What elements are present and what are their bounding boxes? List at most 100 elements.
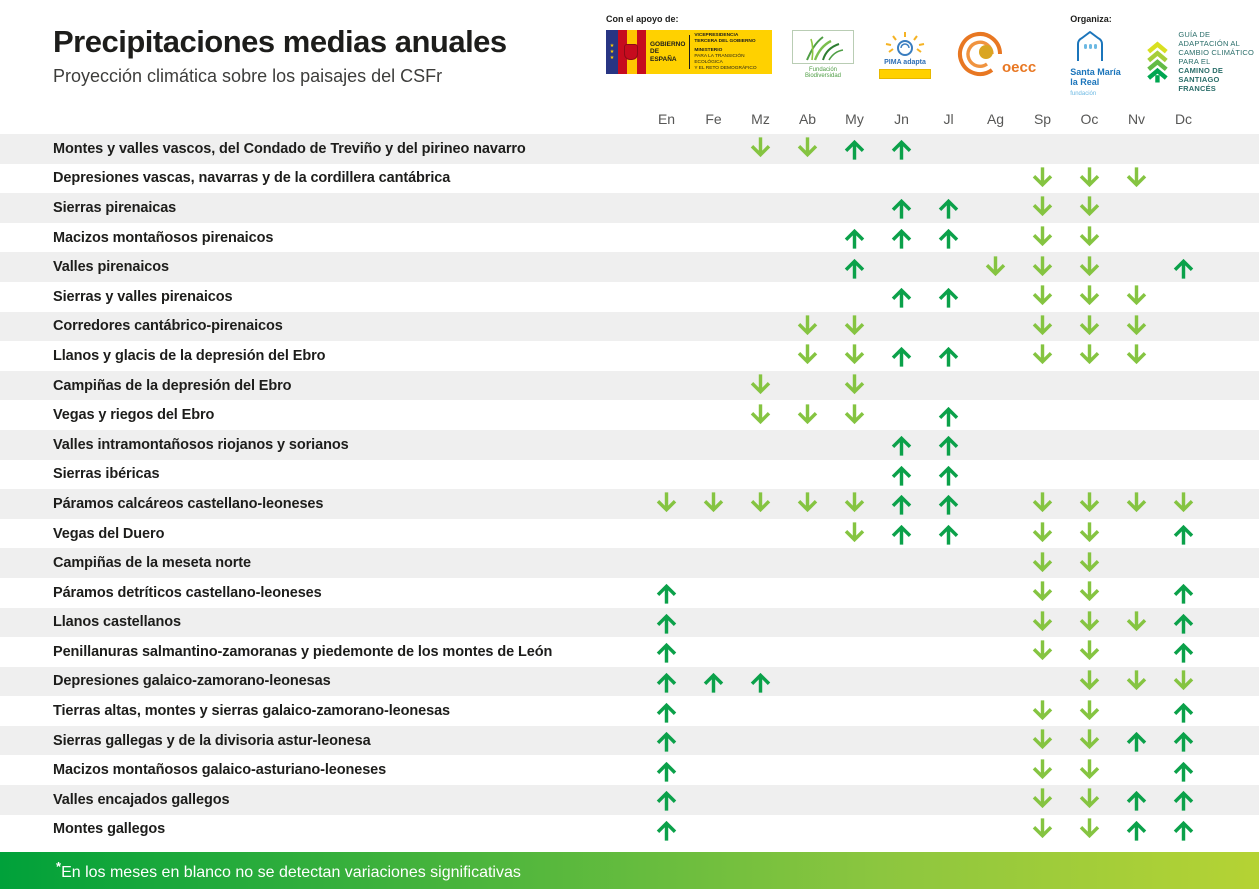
empty-cell [1160, 193, 1207, 223]
empty-cell [784, 755, 831, 785]
empty-cell [784, 815, 831, 845]
empty-cell [784, 726, 831, 756]
row-label: Sierras pirenaicas [53, 199, 177, 216]
empty-cell [925, 785, 972, 815]
empty-cell [925, 252, 972, 282]
arrow-down-icon [1066, 637, 1113, 667]
empty-cell [690, 519, 737, 549]
empty-cell [737, 460, 784, 490]
arrow-down-icon [784, 312, 831, 342]
arrow-up-icon [643, 637, 690, 667]
arrow-down-icon [1066, 608, 1113, 638]
empty-cell [1113, 252, 1160, 282]
arrow-down-icon [1019, 815, 1066, 845]
empty-cell [972, 755, 1019, 785]
month-header-Dc: Dc [1174, 110, 1193, 127]
empty-cell [831, 815, 878, 845]
arrow-up-icon [925, 282, 972, 312]
arrow-down-icon [1066, 696, 1113, 726]
empty-cell [784, 667, 831, 697]
arrow-up-icon [1160, 578, 1207, 608]
spain-flag-icon: ★ ★ ★ [606, 30, 646, 74]
empty-cell [972, 548, 1019, 578]
empty-cell [1160, 460, 1207, 490]
church-building-icon [1077, 31, 1104, 61]
arrow-up-icon [925, 430, 972, 460]
empty-cell [1019, 460, 1066, 490]
smr-name: Santa María la Real fundación [1070, 67, 1121, 97]
empty-cell [690, 371, 737, 401]
gobierno-title: GOBIERNO DE ESPAÑA [650, 40, 686, 63]
table-row: Corredores cantábrico-pirenaicos [0, 311, 1259, 342]
month-header-row: En Fe Mz Ab My Jn Jl Ag Sp Oc Nv Dc [0, 103, 1259, 134]
arrow-up-icon [1160, 785, 1207, 815]
empty-cell [1113, 430, 1160, 460]
arrow-up-icon [925, 489, 972, 519]
arrow-up-icon [878, 460, 925, 490]
empty-cell [831, 193, 878, 223]
arrow-down-icon [831, 312, 878, 342]
arrow-down-icon [1019, 489, 1066, 519]
empty-cell [1066, 430, 1113, 460]
empty-cell [737, 252, 784, 282]
arrow-up-icon [925, 193, 972, 223]
arrow-down-icon [1019, 696, 1066, 726]
table-row: Depresiones vascas, navarras y de la cor… [0, 164, 1259, 194]
empty-cell [1160, 312, 1207, 342]
empty-cell [1113, 223, 1160, 253]
arrow-up-icon [878, 519, 925, 549]
arrow-up-icon [690, 667, 737, 697]
table-row: Macizos montañosos galaico-asturiano-leo… [0, 755, 1259, 785]
empty-cell [972, 193, 1019, 223]
empty-cell [643, 400, 690, 430]
empty-cell [643, 312, 690, 342]
empty-cell [1113, 134, 1160, 164]
month-header-Oc: Oc [1080, 110, 1099, 127]
empty-cell [737, 223, 784, 253]
empty-cell [784, 578, 831, 608]
empty-cell [1019, 134, 1066, 164]
arrow-down-icon [831, 489, 878, 519]
empty-cell [737, 282, 784, 312]
biodiversidad-label: Fundación Biodiversidad [804, 67, 842, 79]
empty-cell [690, 193, 737, 223]
arrow-down-icon [1066, 548, 1113, 578]
table-row: Sierras y valles pirenaicos [0, 282, 1259, 312]
empty-cell [690, 134, 737, 164]
empty-cell [1019, 667, 1066, 697]
empty-cell [643, 460, 690, 490]
empty-cell [690, 696, 737, 726]
arrow-down-icon [1066, 164, 1113, 194]
month-header-Mz: Mz [751, 110, 770, 127]
arrow-down-icon [1113, 282, 1160, 312]
row-label: Montes gallegos [53, 821, 166, 838]
empty-cell [690, 785, 737, 815]
table-row: Vegas del Duero [0, 519, 1259, 549]
arrow-down-icon [1160, 489, 1207, 519]
arrow-down-icon [1113, 667, 1160, 697]
arrow-down-icon [1113, 608, 1160, 638]
empty-cell [925, 164, 972, 194]
table-row: Vegas y riegos del Ebro [0, 400, 1259, 430]
arrow-up-icon [1160, 755, 1207, 785]
empty-cell [925, 548, 972, 578]
empty-cell [1019, 400, 1066, 430]
arrow-down-icon [1113, 341, 1160, 371]
empty-cell [972, 785, 1019, 815]
empty-cell [784, 608, 831, 638]
arrow-down-icon [1019, 548, 1066, 578]
empty-cell [1160, 223, 1207, 253]
empty-cell [831, 430, 878, 460]
arrow-up-icon [831, 134, 878, 164]
empty-cell [1113, 400, 1160, 430]
arrow-down-icon [1066, 578, 1113, 608]
arrow-down-icon [1019, 578, 1066, 608]
empty-cell [925, 312, 972, 342]
empty-cell [972, 371, 1019, 401]
arrow-down-icon [1113, 164, 1160, 194]
empty-cell [690, 548, 737, 578]
arrow-up-icon [643, 578, 690, 608]
empty-cell [878, 312, 925, 342]
arrow-up-icon [1160, 252, 1207, 282]
empty-cell [1160, 400, 1207, 430]
